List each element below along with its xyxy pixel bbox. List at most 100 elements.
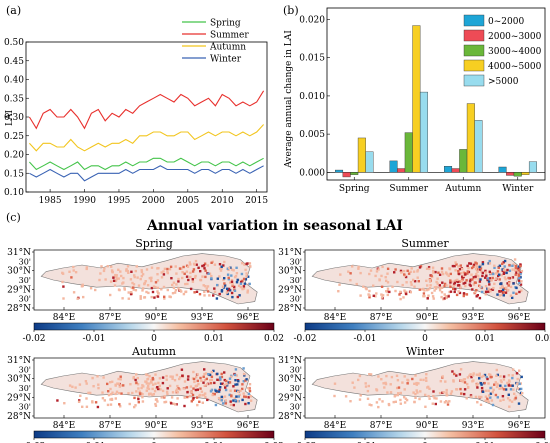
map-cell <box>375 401 379 404</box>
lon-tick-label: 96°E <box>508 313 531 323</box>
map-cell <box>404 292 408 295</box>
map-cell <box>220 267 223 270</box>
map-cell <box>515 286 518 290</box>
map-cell <box>125 268 128 271</box>
map-cell <box>484 293 487 296</box>
map-cell <box>214 403 218 407</box>
map-cell <box>481 262 485 266</box>
lat-tick-label: 30°N <box>7 375 31 385</box>
map-cell <box>509 294 513 297</box>
map-cell <box>166 267 169 271</box>
map-cell <box>177 277 180 281</box>
map-cell <box>192 262 196 266</box>
map-cell <box>115 277 118 281</box>
map-cell <box>449 290 453 293</box>
map-cell <box>177 287 180 290</box>
map-cell <box>440 286 444 289</box>
map-cell <box>203 378 207 382</box>
map-cell <box>102 376 105 379</box>
map-cell <box>413 400 416 404</box>
map-cell <box>364 287 368 290</box>
map-cell <box>248 388 251 391</box>
map-lon-ticks: 84°E 87°E 90°E 93°E 96°E <box>53 307 259 323</box>
map-cell <box>446 403 450 406</box>
map-cell <box>230 280 234 283</box>
map-cell <box>219 398 222 402</box>
map-cell <box>469 278 472 281</box>
map-cell <box>404 397 408 400</box>
map-cell <box>492 286 495 290</box>
map-cell <box>511 374 514 377</box>
map-cell <box>453 281 456 285</box>
map-cell <box>444 295 448 298</box>
map-cell <box>418 266 422 269</box>
map-cell <box>156 273 159 276</box>
map-cell <box>161 381 165 385</box>
map-cell <box>192 397 195 400</box>
map-cell <box>406 269 409 272</box>
map-cell <box>339 273 342 276</box>
map-cell <box>140 274 143 278</box>
map-cells <box>337 258 524 301</box>
map-cell <box>465 293 469 296</box>
map-cell <box>416 276 419 279</box>
b-legend-label: 2000~3000 <box>488 32 542 42</box>
map-cell <box>486 377 489 381</box>
map-cell <box>159 388 162 391</box>
map-cell <box>485 376 488 379</box>
map-cell <box>448 290 451 294</box>
map-cell <box>432 390 435 393</box>
map-cell <box>144 380 147 383</box>
a-xtick-label: 1985 <box>39 196 62 206</box>
colorbar-gradient <box>304 322 546 331</box>
map-cell <box>241 398 244 402</box>
map-cell <box>133 396 136 400</box>
map-cell <box>127 291 130 294</box>
map-cell <box>248 383 252 386</box>
map-cell <box>413 382 416 385</box>
map-cell <box>428 267 431 271</box>
map-cell <box>173 291 177 294</box>
map-cell <box>489 288 492 292</box>
map-cell <box>449 272 452 276</box>
map-cell <box>171 391 175 394</box>
map-cell <box>478 296 482 300</box>
map-lat-ticks: 31°N30°N29°N28°N30'30'30' <box>278 356 305 422</box>
map-cell <box>81 405 84 408</box>
map-cell <box>403 375 406 378</box>
panel-b-frame <box>326 7 546 181</box>
map-cell <box>443 293 446 296</box>
map-cell <box>233 389 237 392</box>
lon-tick-label: 90°E <box>145 421 168 431</box>
b-ytick-label: 0.015 <box>299 54 325 64</box>
map-cell <box>478 280 482 283</box>
map-cell <box>210 274 213 278</box>
map-cell <box>135 265 138 268</box>
map-cell <box>462 294 465 298</box>
map-cell <box>466 382 469 386</box>
map-cell <box>447 274 450 277</box>
map-cell <box>206 290 210 293</box>
map-cell <box>196 373 199 376</box>
map-cell <box>158 384 161 387</box>
map-cell <box>119 405 122 408</box>
map-cell <box>520 375 523 379</box>
map-cell <box>369 373 373 376</box>
map-cell <box>448 267 452 271</box>
map-cell <box>136 276 139 279</box>
map-cell <box>438 284 441 287</box>
colorbar-tick-label: -0.02 <box>22 334 45 344</box>
map-cell <box>497 266 500 269</box>
map-cell <box>517 265 520 269</box>
colorbar: -0.02 -0.01 0 0.01 0.02 <box>293 322 550 344</box>
b-ytick-label: 0.000 <box>299 168 325 178</box>
map-cell <box>497 274 500 278</box>
map-cell <box>504 291 508 294</box>
map-cell <box>368 296 371 299</box>
map-cell <box>482 374 485 378</box>
colorbar-gradient <box>33 322 275 331</box>
map-cell <box>206 264 209 267</box>
map-cell <box>203 368 206 371</box>
map-cell <box>78 399 81 402</box>
map-cell <box>244 268 247 272</box>
